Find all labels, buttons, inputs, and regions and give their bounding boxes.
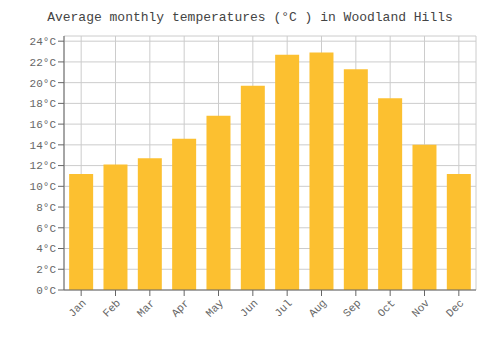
svg-text:Jun: Jun xyxy=(238,297,260,319)
svg-text:16°C: 16°C xyxy=(30,119,57,131)
svg-text:Mar: Mar xyxy=(135,297,157,319)
svg-text:24°C: 24°C xyxy=(30,36,57,48)
svg-text:12°C: 12°C xyxy=(30,160,57,172)
svg-text:Dec: Dec xyxy=(444,297,466,319)
svg-text:22°C: 22°C xyxy=(30,57,57,69)
svg-text:0°C: 0°C xyxy=(36,285,56,297)
svg-text:6°C: 6°C xyxy=(36,223,56,235)
svg-text:10°C: 10°C xyxy=(30,181,57,193)
svg-text:Oct: Oct xyxy=(375,297,397,319)
svg-text:May: May xyxy=(204,297,227,320)
svg-text:Aug: Aug xyxy=(307,297,329,319)
svg-text:20°C: 20°C xyxy=(30,78,57,90)
svg-text:2°C: 2°C xyxy=(36,264,56,276)
svg-text:Feb: Feb xyxy=(101,297,123,319)
svg-text:Sep: Sep xyxy=(341,297,363,319)
svg-text:18°C: 18°C xyxy=(30,98,57,110)
svg-text:8°C: 8°C xyxy=(36,202,56,214)
svg-text:4°C: 4°C xyxy=(36,243,56,255)
svg-text:Jul: Jul xyxy=(272,297,294,319)
svg-text:Jan: Jan xyxy=(66,297,88,319)
svg-text:14°C: 14°C xyxy=(30,140,57,152)
svg-text:Nov: Nov xyxy=(410,297,433,320)
html-text:Average monthly temperatures (: Average monthly temperatures (°C ) in Wo… xyxy=(47,10,453,25)
svg-text:Apr: Apr xyxy=(169,297,191,319)
